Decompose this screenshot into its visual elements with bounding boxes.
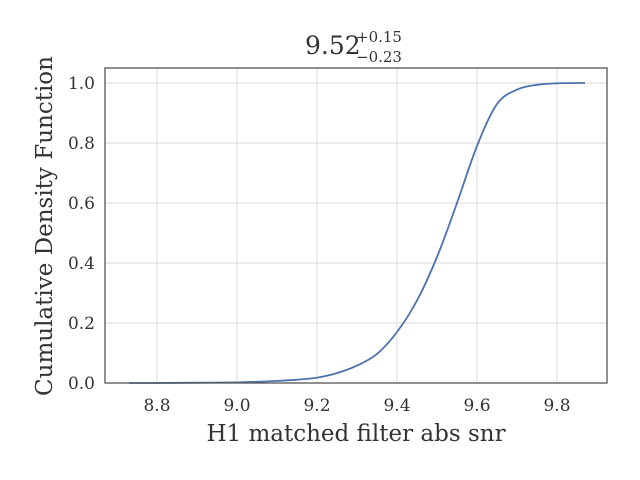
- title-upper-error: +0.15: [356, 28, 402, 46]
- x-tick-label: 9.2: [303, 396, 330, 416]
- x-tick-label: 9.8: [543, 396, 570, 416]
- chart-title: 9.52: [305, 31, 361, 60]
- x-axis-label: H1 matched filter abs snr: [206, 421, 505, 447]
- y-tick-label: 0.2: [68, 314, 95, 334]
- tick-labels: 8.8 9.0 9.2 9.4 9.6 9.8 0.0 0.2 0.4 0.6 0.8 1.0: [68, 74, 571, 416]
- x-tick-label: 9.6: [463, 396, 490, 416]
- plot-frame: [104, 67, 608, 384]
- y-axis-label: Cumulative Density Function: [32, 56, 58, 396]
- x-tick-label: 9.4: [383, 396, 410, 416]
- x-tick-label: 8.8: [143, 396, 170, 416]
- y-tick-label: 0.4: [68, 254, 95, 274]
- y-tick-label: 0.6: [68, 194, 95, 214]
- grid-lines: [105, 68, 607, 384]
- x-tick-label: 9.0: [223, 396, 250, 416]
- cdf-series-line: [128, 82, 586, 384]
- y-tick-label: 0.0: [68, 374, 95, 394]
- y-tick-label: 1.0: [68, 74, 95, 94]
- title-value: 9.52: [305, 31, 361, 60]
- title-lower-error: −0.23: [356, 48, 402, 66]
- y-tick-label: 0.8: [68, 134, 95, 154]
